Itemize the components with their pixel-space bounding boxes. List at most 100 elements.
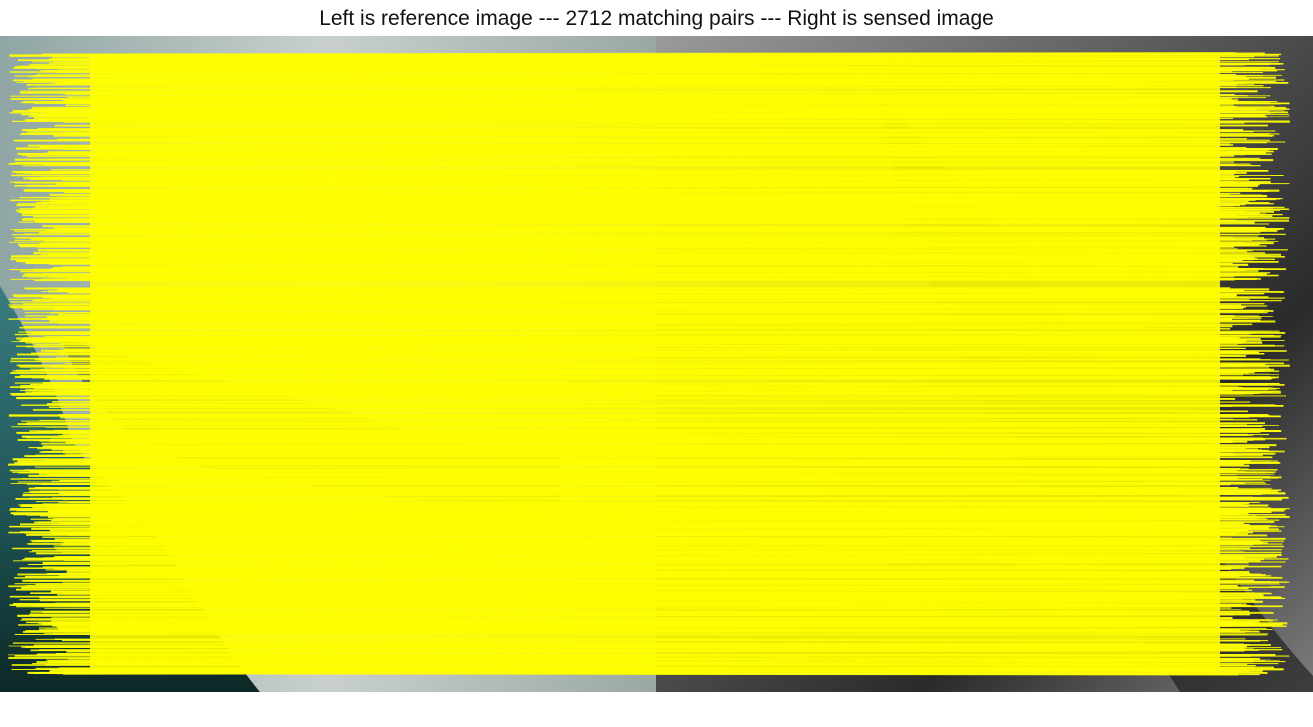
match-line <box>8 240 1253 243</box>
match-line <box>18 242 1274 246</box>
match-line <box>40 174 1284 178</box>
match-line <box>20 619 1236 623</box>
match-line <box>36 73 1264 77</box>
match-line <box>21 617 1233 621</box>
match-line <box>19 597 1283 601</box>
match-line <box>27 86 1237 90</box>
match-line <box>11 120 1245 124</box>
match-line <box>32 395 1287 398</box>
match-line <box>43 272 1271 275</box>
match-line <box>57 288 1270 291</box>
match-line <box>44 625 1287 629</box>
match-line <box>65 266 1239 269</box>
match-line <box>65 93 1248 97</box>
match-line <box>36 552 1282 556</box>
match-line <box>59 308 1269 311</box>
match-line <box>49 262 1233 265</box>
match-line <box>9 269 1246 271</box>
match-line <box>32 206 1285 210</box>
match-line <box>56 305 1246 310</box>
match-line <box>16 397 1236 400</box>
match-line <box>46 658 1256 661</box>
match-line <box>24 210 1246 213</box>
match-line <box>36 660 1254 664</box>
match-line <box>50 589 1253 593</box>
match-line <box>65 104 1237 108</box>
match-line <box>42 536 1233 539</box>
match-line <box>13 78 1249 82</box>
match-line <box>36 200 1249 204</box>
match-line <box>19 374 1279 379</box>
match-line <box>38 117 1234 120</box>
match-line <box>49 319 1261 322</box>
match-line <box>25 114 1258 116</box>
match-line <box>46 157 1260 161</box>
match-line <box>30 212 1267 215</box>
match-line <box>61 92 1235 96</box>
match-line <box>8 530 1282 534</box>
match-line <box>51 364 1246 368</box>
match-line <box>16 605 1232 609</box>
match-line <box>14 382 1280 385</box>
match-line <box>57 138 1247 140</box>
match-line <box>8 585 1285 589</box>
match-line <box>40 368 1280 372</box>
match-line <box>40 69 1285 72</box>
match-line <box>18 623 1254 626</box>
match-line <box>41 52 1236 56</box>
match-line <box>28 447 1247 449</box>
match-line <box>20 90 1258 94</box>
match-line <box>10 371 1255 374</box>
match-line <box>9 594 1264 598</box>
match-line <box>38 229 1278 234</box>
match-line <box>54 566 1245 570</box>
match-line <box>42 502 1250 506</box>
match-line <box>48 597 1286 601</box>
match-line <box>9 525 1269 529</box>
match-line <box>54 537 1286 541</box>
match-line <box>46 335 1282 338</box>
match-line <box>27 130 1254 133</box>
match-line <box>65 668 1284 672</box>
match-line <box>46 426 1241 428</box>
match-line <box>42 565 1282 569</box>
match-line <box>49 669 1243 673</box>
match-line <box>10 511 1272 515</box>
match-line <box>67 290 1245 294</box>
match-line <box>11 425 1280 428</box>
match-line <box>16 258 1253 263</box>
match-line <box>64 363 1281 366</box>
match-line <box>13 139 1267 144</box>
match-line <box>39 450 1275 453</box>
match-line <box>33 252 1266 255</box>
match-line <box>31 527 1249 531</box>
match-line <box>66 650 1245 653</box>
match-line <box>50 198 1276 202</box>
match-line <box>23 81 1244 84</box>
match-line <box>57 103 1234 106</box>
match-line <box>42 225 1266 229</box>
match-line <box>66 569 1250 574</box>
match-lines <box>7 52 1291 676</box>
match-line <box>8 414 1281 418</box>
match-line <box>28 454 1236 457</box>
match-line <box>48 518 1280 521</box>
match-line <box>16 337 1241 342</box>
match-line <box>32 409 1248 413</box>
match-line <box>59 478 1238 482</box>
match-line <box>44 664 1256 667</box>
match-line <box>33 643 1251 646</box>
match-line <box>65 132 1280 135</box>
match-line <box>26 533 1248 536</box>
match-line <box>29 430 1261 433</box>
match-line <box>25 583 1280 586</box>
match-line <box>50 169 1266 172</box>
match-line <box>48 473 1275 476</box>
match-line <box>43 555 1264 559</box>
match-line <box>22 273 1264 277</box>
match-line <box>10 357 1234 361</box>
match-line <box>54 545 1285 549</box>
match-line <box>50 575 1272 578</box>
match-line <box>46 572 1241 576</box>
